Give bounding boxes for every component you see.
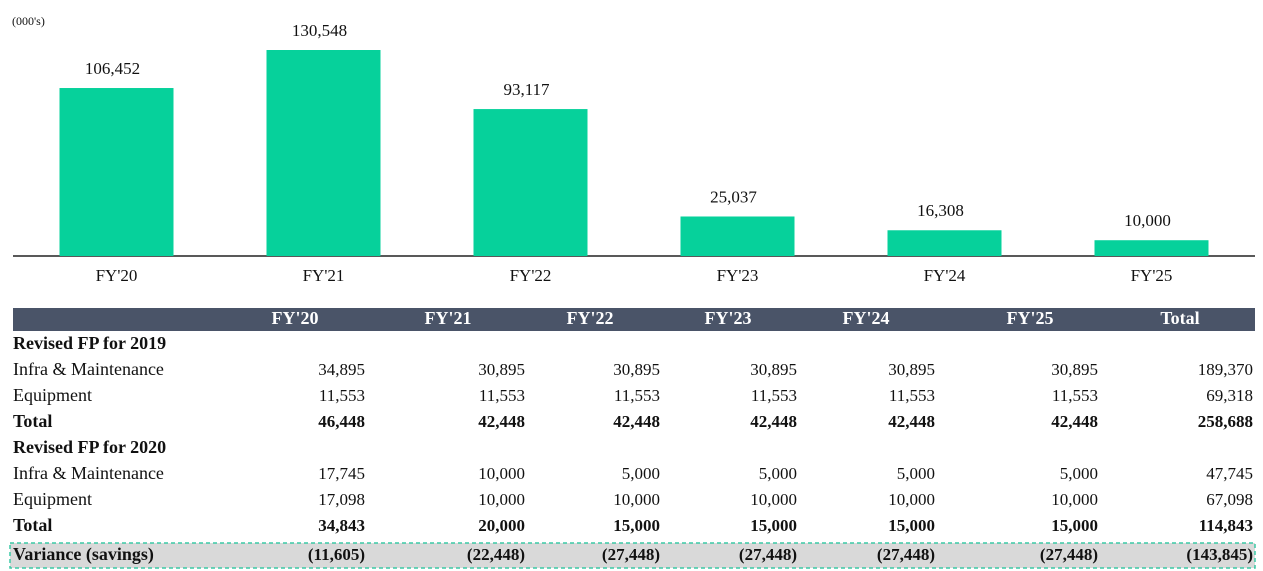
- cell: 46,448: [318, 412, 365, 431]
- cell: 30,895: [478, 360, 525, 379]
- bar: [59, 88, 174, 256]
- row-label: Total: [13, 515, 52, 535]
- table-header-bg: [13, 308, 1255, 331]
- cell: 5,000: [897, 464, 935, 483]
- row-label: Infra & Maintenance: [13, 359, 164, 379]
- cell: 30,895: [613, 360, 660, 379]
- x-tick-label: FY'23: [717, 266, 759, 285]
- variance-cell: (143,845): [1186, 545, 1253, 564]
- bar: [473, 109, 588, 256]
- cell: 42,448: [613, 412, 660, 431]
- cell: 11,553: [751, 386, 797, 405]
- cell: 11,553: [319, 386, 365, 405]
- variance-bg: [9, 542, 1256, 569]
- bar: [680, 216, 795, 256]
- x-tick-label: FY'21: [303, 266, 345, 285]
- value-label: 16,308: [917, 201, 964, 220]
- value-label: 10,000: [1124, 211, 1171, 230]
- table-header: FY'21: [425, 308, 472, 328]
- cell: 42,448: [1051, 412, 1098, 431]
- cell: 5,000: [622, 464, 660, 483]
- cell: 5,000: [759, 464, 797, 483]
- cell: 10,000: [478, 490, 525, 509]
- bar: [1094, 240, 1209, 256]
- row-label: Infra & Maintenance: [13, 463, 164, 483]
- variance-cell: (27,448): [1040, 545, 1098, 564]
- cell: 30,895: [1051, 360, 1098, 379]
- table-header: FY'24: [843, 308, 890, 328]
- table-header: FY'22: [567, 308, 614, 328]
- value-label: 93,117: [503, 80, 550, 99]
- cell: 30,895: [750, 360, 797, 379]
- variance-cell: (11,605): [308, 545, 365, 564]
- cell: 47,745: [1206, 464, 1253, 483]
- x-tick-label: FY'24: [924, 266, 966, 285]
- cell: 10,000: [478, 464, 525, 483]
- cell: 5,000: [1060, 464, 1098, 483]
- cell: 10,000: [613, 490, 660, 509]
- cell: 69,318: [1206, 386, 1253, 405]
- cell: 10,000: [888, 490, 935, 509]
- variance-label: Variance (savings): [13, 544, 154, 565]
- cell: 15,000: [750, 516, 797, 535]
- cell: 34,895: [318, 360, 365, 379]
- cell: 11,553: [1052, 386, 1098, 405]
- x-tick-label: FY'20: [96, 266, 138, 285]
- value-label: 130,548: [292, 21, 347, 40]
- value-label: 25,037: [710, 187, 757, 206]
- bar: [887, 230, 1002, 256]
- cell: 11,553: [479, 386, 525, 405]
- cell: 42,448: [888, 412, 935, 431]
- cell: 20,000: [478, 516, 525, 535]
- bar: [266, 50, 381, 256]
- variance-cell: (27,448): [602, 545, 660, 564]
- cell: 17,745: [318, 464, 365, 483]
- cell: 11,553: [889, 386, 935, 405]
- cell: 30,895: [888, 360, 935, 379]
- cell: 15,000: [1051, 516, 1098, 535]
- table-header: FY'25: [1007, 308, 1054, 328]
- cell: 17,098: [318, 490, 365, 509]
- x-tick-label: FY'25: [1131, 266, 1173, 285]
- cell: 15,000: [613, 516, 660, 535]
- table-header: Total: [1160, 308, 1199, 328]
- cell: 42,448: [478, 412, 525, 431]
- x-tick-label: FY'22: [510, 266, 552, 285]
- row-label: Total: [13, 411, 52, 431]
- cell: 189,370: [1198, 360, 1253, 379]
- variance-cell: (27,448): [877, 545, 935, 564]
- table-header: FY'23: [705, 308, 752, 328]
- cell: 11,553: [614, 386, 660, 405]
- section-title: Revised FP for 2020: [13, 437, 166, 457]
- section-title: Revised FP for 2019: [13, 333, 166, 353]
- cell: 34,843: [318, 516, 365, 535]
- unit-label: (000's): [12, 14, 45, 28]
- value-label: 106,452: [85, 59, 140, 78]
- cell: 67,098: [1206, 490, 1253, 509]
- table-header: FY'20: [272, 308, 319, 328]
- row-label: Equipment: [13, 489, 92, 509]
- row-label: Equipment: [13, 385, 92, 405]
- cell: 258,688: [1198, 412, 1253, 431]
- cell: 114,843: [1199, 516, 1253, 535]
- variance-cell: (22,448): [467, 545, 525, 564]
- variance-cell: (27,448): [739, 545, 797, 564]
- cell: 15,000: [888, 516, 935, 535]
- cell: 10,000: [1051, 490, 1098, 509]
- cell: 10,000: [750, 490, 797, 509]
- cell: 42,448: [750, 412, 797, 431]
